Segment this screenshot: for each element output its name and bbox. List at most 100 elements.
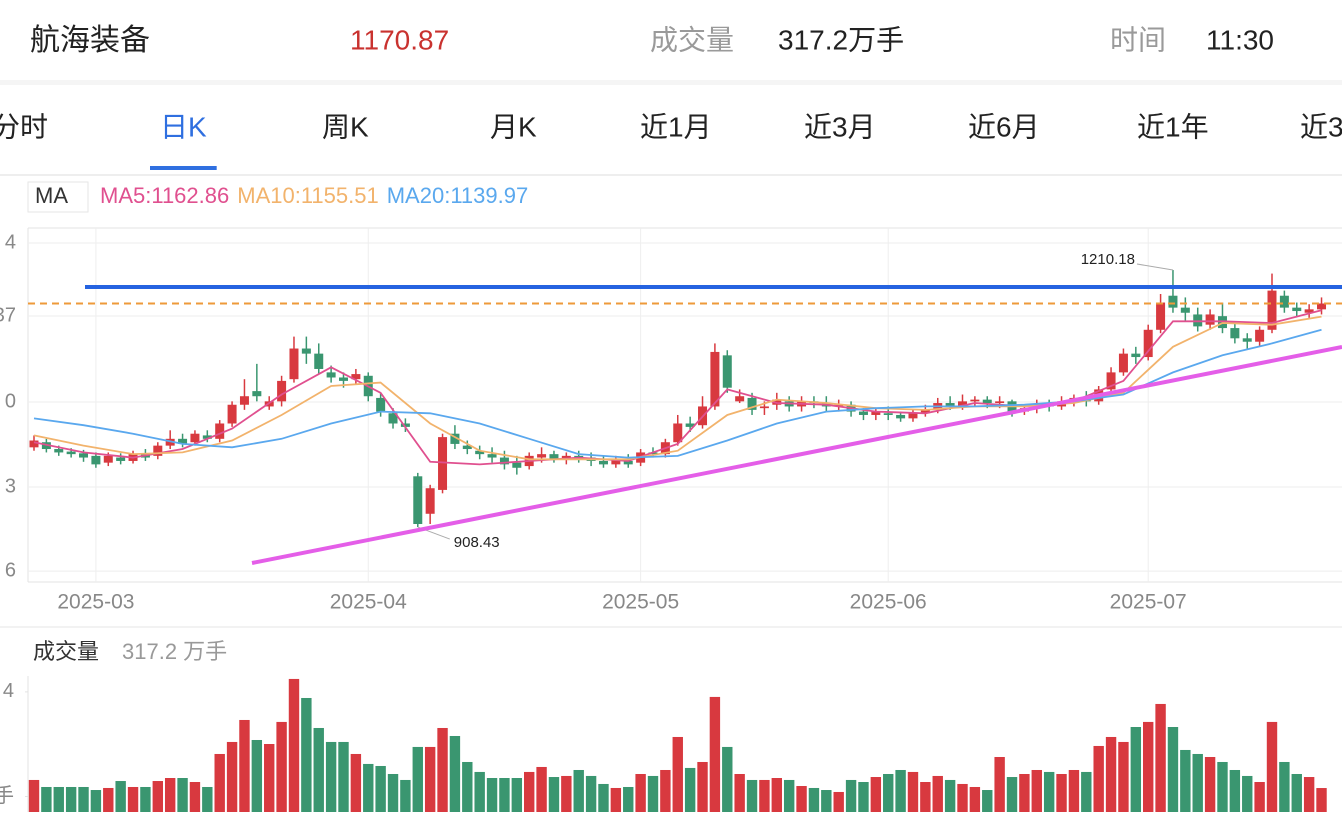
- volume-bar: [28, 779, 40, 812]
- candle-body: [1118, 353, 1128, 373]
- candle-body: [450, 433, 460, 444]
- candle-body: [1106, 372, 1116, 390]
- volume-bar: [771, 778, 782, 812]
- plot-area: MA5:1162.86 MA10:1155.51 MA20:1139.97 4 37 0 3…: [0, 183, 1342, 812]
- volume-bar: [524, 771, 535, 812]
- candle-body: [1255, 329, 1265, 342]
- volume-bar: [982, 790, 993, 812]
- x-tick-label: 2025-03: [57, 591, 134, 614]
- volume-bar: [1204, 756, 1216, 812]
- volume-bar: [845, 779, 857, 812]
- candle-body: [995, 401, 1005, 404]
- candle-body: [958, 401, 967, 407]
- candle-body: [1168, 295, 1178, 308]
- candle-body: [673, 423, 683, 443]
- candle-body: [252, 391, 262, 397]
- candle-body: [747, 397, 757, 410]
- volume-bar: [474, 771, 485, 812]
- stock-price: 1170.87: [350, 24, 449, 55]
- candle-body: [339, 377, 348, 381]
- candle-body: [388, 413, 398, 424]
- candle-body: [66, 451, 76, 455]
- volume-bar: [78, 786, 89, 812]
- tab[interactable]: 近6月: [968, 111, 1040, 142]
- volume-bar: [783, 779, 795, 812]
- y-tick-label: 4: [5, 231, 16, 253]
- tab[interactable]: 近1月: [640, 111, 712, 142]
- candle-body: [376, 397, 386, 412]
- candle-body: [227, 404, 237, 424]
- candle-body: [549, 454, 559, 460]
- stock-name: 航海装备: [30, 24, 150, 57]
- tab[interactable]: 分时: [0, 111, 48, 142]
- ma-line: [33, 328, 1322, 459]
- volume-bar: [1130, 727, 1142, 812]
- volume-bar: [969, 786, 981, 812]
- candle-body: [982, 399, 992, 404]
- y-tick-label: 手: [0, 784, 14, 807]
- tab[interactable]: 近1年: [1137, 111, 1209, 142]
- x-tick-label: 2025-07: [1110, 591, 1187, 614]
- volume-bar: [672, 736, 683, 812]
- volume-bar: [907, 771, 919, 812]
- volume-bar: [350, 753, 362, 812]
- legend-entry: MA20:1139.97: [387, 183, 528, 208]
- volume-bar: [486, 778, 498, 812]
- volume-bar: [412, 746, 423, 812]
- volume-bar: [722, 746, 733, 812]
- min-label: 908.43: [454, 534, 500, 551]
- tab[interactable]: 近3月: [804, 111, 876, 142]
- volume-bar: [1056, 773, 1067, 812]
- volume-bar: [449, 735, 461, 812]
- volume-bar: [1192, 753, 1203, 812]
- candle-body: [103, 455, 113, 463]
- volume-bar: [511, 778, 523, 812]
- candle-body: [277, 380, 287, 402]
- volume-bar: [276, 721, 287, 812]
- volume-title: 成交量: [33, 639, 99, 664]
- volume-bar: [152, 781, 163, 812]
- header-divider: [0, 80, 1342, 85]
- legend-entry: MA10:1155.51: [237, 183, 378, 208]
- candle-body: [1180, 307, 1190, 313]
- candle-body: [685, 423, 695, 427]
- volume-bar: [1229, 769, 1241, 812]
- y-tick-label: 3: [5, 475, 16, 497]
- volume-bar: [1266, 721, 1278, 812]
- candle-body: [1292, 307, 1302, 312]
- candle-body: [1156, 302, 1166, 330]
- candle-body: [425, 488, 435, 514]
- tab[interactable]: 近3年: [1300, 111, 1342, 142]
- tab[interactable]: 月K: [490, 111, 537, 142]
- y-tick-label: 4: [3, 680, 14, 702]
- volume-bar: [821, 790, 832, 812]
- legend-box: [27, 181, 89, 213]
- legend-title: MA: [35, 183, 68, 208]
- volume-bar: [870, 777, 882, 812]
- volume-bar: [573, 769, 584, 812]
- volume-bar: [239, 719, 250, 812]
- candle-body: [178, 438, 188, 444]
- volume-bar: [709, 696, 721, 812]
- volume-bar: [585, 775, 597, 812]
- volume-bar: [1143, 721, 1154, 812]
- candle-body: [438, 437, 448, 490]
- volume-bar: [536, 766, 547, 812]
- tab[interactable]: 日K: [160, 111, 207, 142]
- volume-bar: [1093, 745, 1104, 812]
- volume-bar: [1043, 771, 1055, 812]
- volume-bar: [746, 779, 758, 812]
- volume-bar: [932, 775, 943, 812]
- volume-bar: [1155, 703, 1166, 812]
- tab[interactable]: 周K: [322, 111, 369, 142]
- volume-bar: [598, 783, 609, 812]
- volume-bar: [1019, 773, 1030, 812]
- volume-bar: [53, 786, 64, 812]
- volume-bar: [437, 727, 448, 812]
- volume-bar: [387, 773, 399, 812]
- x-tick-label: 2025-04: [330, 591, 407, 614]
- volume-bar: [697, 761, 708, 812]
- volume-bar: [164, 778, 176, 812]
